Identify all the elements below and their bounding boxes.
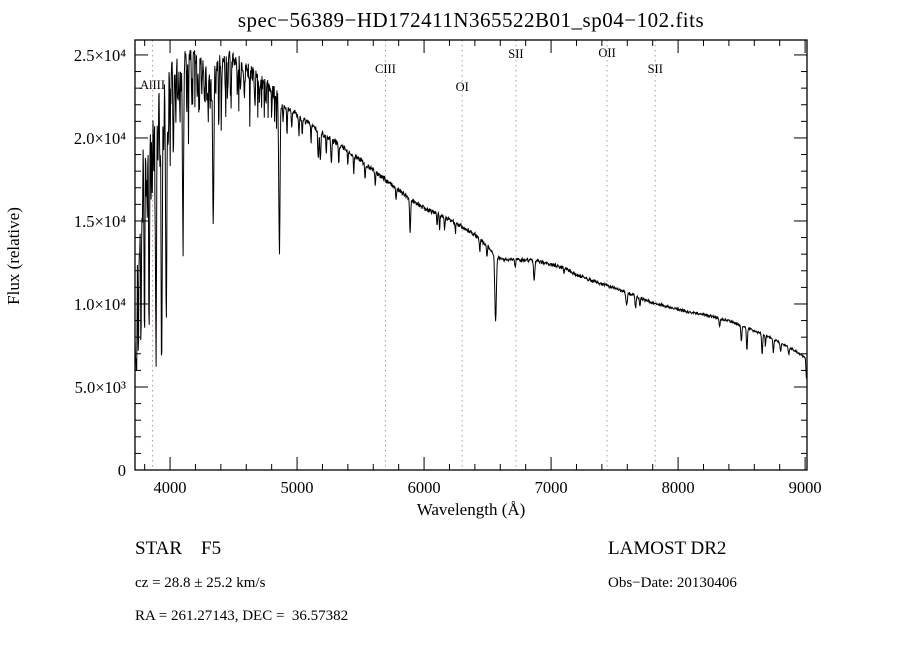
line-id-label: SII: [508, 47, 523, 61]
y-tick-label: 1.0×10⁴: [74, 295, 126, 314]
x-tick-label: 9000: [789, 478, 822, 497]
x-tick-label: 8000: [662, 478, 695, 497]
plot-frame: [134, 39, 808, 471]
y-tick-label: 2.0×10⁴: [74, 129, 126, 148]
x-tick-label: 4000: [154, 478, 187, 497]
y-tick-label: 0: [118, 461, 126, 480]
y-tick-label: 2.5×10⁴: [74, 46, 126, 65]
line-id-label: OII: [598, 46, 615, 60]
x-tick-label: 5000: [281, 478, 314, 497]
line-id-label: AlIII: [140, 78, 165, 92]
chart-title: spec−56389−HD172411N365522B01_sp04−102.f…: [237, 8, 705, 32]
obs-date-text: Obs−Date: 20130406: [608, 575, 737, 591]
object-class-text: STAR F5: [135, 538, 222, 559]
x-axis-label: Wavelength (Å): [416, 500, 526, 519]
ra-dec-text: RA = 261.27143, DEC = 36.57382: [135, 608, 349, 624]
line-id-label: OI: [456, 80, 469, 94]
line-id-label: SII: [648, 62, 663, 76]
axis-ticks: [135, 40, 807, 471]
y-tick-label: 1.5×10⁴: [74, 212, 126, 231]
x-tick-label: 6000: [408, 478, 441, 497]
cz-text: cz = 28.8 ± 25.2 km/s: [135, 575, 266, 591]
spectrum-line: [134, 50, 807, 379]
y-tick-label: 5.0×10³: [75, 378, 126, 397]
x-tick-label: 7000: [535, 478, 568, 497]
y-axis-label: Flux (relative): [4, 207, 23, 305]
line-id-label: CIII: [375, 62, 396, 76]
survey-name-text: LAMOST DR2: [608, 538, 727, 559]
